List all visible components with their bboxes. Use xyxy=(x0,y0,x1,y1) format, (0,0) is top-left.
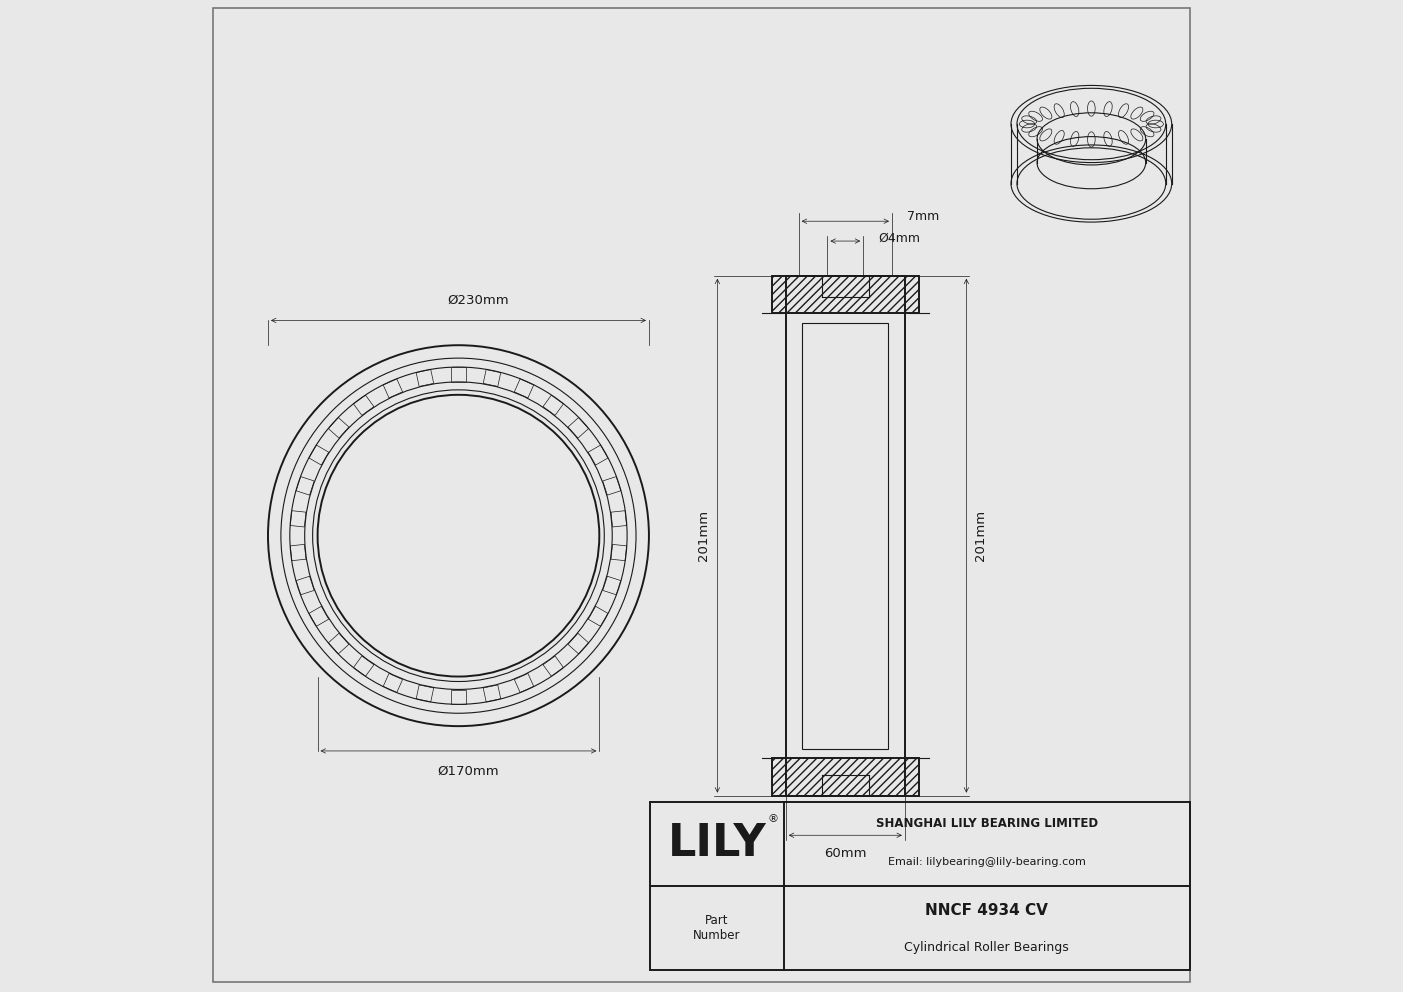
Text: Ø230mm: Ø230mm xyxy=(448,294,509,308)
Bar xyxy=(588,445,607,465)
Text: Ø170mm: Ø170mm xyxy=(438,764,499,778)
Bar xyxy=(383,379,403,398)
Bar xyxy=(354,656,373,677)
Text: 201mm: 201mm xyxy=(697,510,710,561)
Bar xyxy=(290,545,306,560)
Bar xyxy=(328,418,349,438)
Bar xyxy=(543,395,564,416)
Text: 7mm: 7mm xyxy=(906,209,939,223)
Bar xyxy=(354,395,373,416)
Bar xyxy=(296,576,314,595)
Bar xyxy=(650,802,1190,970)
Bar xyxy=(296,476,314,495)
Bar xyxy=(328,633,349,654)
Bar xyxy=(483,370,501,387)
Bar xyxy=(417,684,434,701)
Bar xyxy=(568,418,588,438)
Bar xyxy=(515,379,533,398)
Text: ®: ® xyxy=(767,813,779,824)
Text: 60mm: 60mm xyxy=(824,846,867,860)
Bar xyxy=(772,276,919,313)
Bar xyxy=(603,576,620,595)
Bar xyxy=(568,633,588,654)
Text: Cylindrical Roller Bearings: Cylindrical Roller Bearings xyxy=(905,941,1069,954)
Bar xyxy=(309,445,328,465)
Bar xyxy=(383,674,403,692)
Bar xyxy=(603,476,620,495)
Bar xyxy=(290,511,306,527)
Bar xyxy=(610,545,627,560)
Bar xyxy=(786,276,905,796)
Bar xyxy=(610,511,627,527)
Bar xyxy=(417,370,434,387)
Bar xyxy=(309,606,328,626)
Text: LILY: LILY xyxy=(668,822,766,865)
Bar xyxy=(515,674,533,692)
Bar xyxy=(450,689,466,704)
Text: Part
Number: Part Number xyxy=(693,914,741,942)
Text: NNCF 4934 CV: NNCF 4934 CV xyxy=(925,903,1048,918)
Text: SHANGHAI LILY BEARING LIMITED: SHANGHAI LILY BEARING LIMITED xyxy=(875,817,1097,830)
Text: 201mm: 201mm xyxy=(974,510,986,561)
Bar xyxy=(772,758,919,796)
Bar xyxy=(588,606,607,626)
Bar xyxy=(483,684,501,701)
Text: Email: lilybearing@lily-bearing.com: Email: lilybearing@lily-bearing.com xyxy=(888,856,1086,867)
Bar xyxy=(803,322,888,749)
Bar xyxy=(450,367,466,382)
Bar xyxy=(543,656,564,677)
Text: Ø4mm: Ø4mm xyxy=(878,231,920,245)
